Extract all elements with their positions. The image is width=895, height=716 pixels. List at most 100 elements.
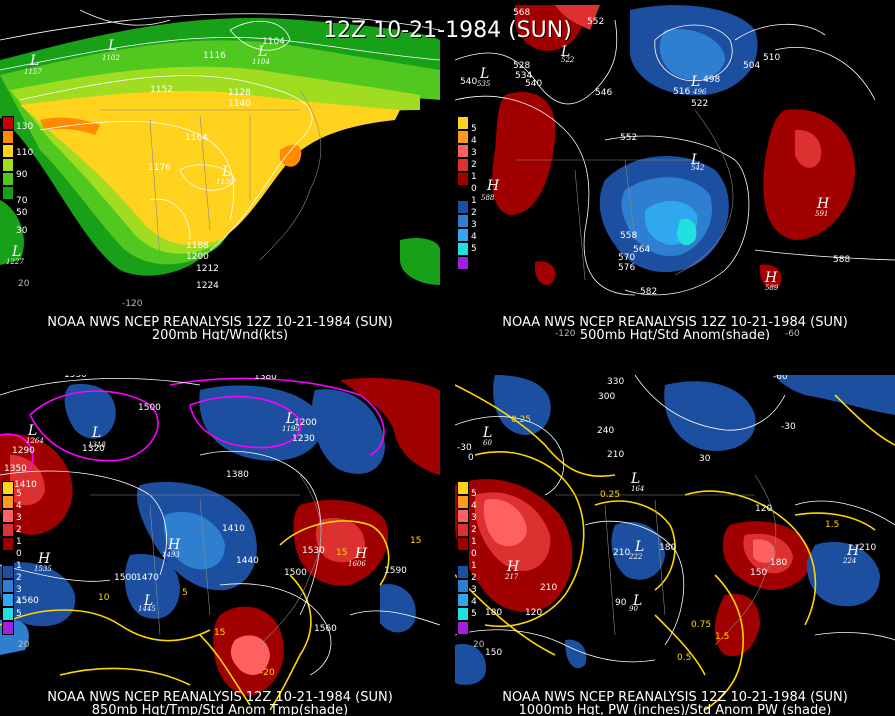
svg-text:1227: 1227: [6, 258, 24, 266]
height-contours-1000mb: [455, 375, 895, 663]
svg-text:20: 20: [18, 279, 30, 289]
svg-text:516: 516: [673, 87, 690, 97]
svg-text:1530: 1530: [302, 546, 325, 556]
contours-500mb: [455, 19, 895, 296]
svg-text:558: 558: [620, 231, 637, 241]
panel-200mb: 1116 1104 1152 1128 1140 1164 1176 1188 …: [0, 0, 440, 340]
svg-text:L: L: [143, 593, 153, 609]
svg-text:-60: -60: [773, 375, 788, 382]
svg-text:1560: 1560: [16, 596, 39, 606]
panel-caption-top: NOAA NWS NCEP REANALYSIS 12Z 10-21-1984 …: [502, 690, 848, 705]
isotherm-contours-850mb: [0, 520, 390, 711]
svg-text:1318: 1318: [88, 441, 106, 449]
legend-label: 0: [16, 549, 22, 559]
svg-text:591: 591: [815, 210, 828, 218]
svg-text:210: 210: [540, 583, 557, 593]
legend-label: 5: [16, 489, 22, 499]
legend-label: 3: [471, 585, 477, 595]
svg-text:L: L: [221, 164, 231, 180]
svg-text:1140: 1140: [228, 99, 251, 109]
map-200mb: 1116 1104 1152 1128 1140 1164 1176 1188 …: [0, 0, 440, 340]
legend-label: 3: [16, 513, 22, 523]
svg-text:1200: 1200: [186, 252, 209, 262]
svg-text:5: 5: [182, 588, 188, 598]
panel-caption-bottom: 200mb Hgt/Wnd(kts): [151, 328, 289, 341]
svg-text:222: 222: [628, 553, 643, 561]
svg-text:1590: 1590: [384, 566, 407, 576]
svg-text:-20: -20: [260, 668, 275, 678]
svg-text:180: 180: [770, 558, 787, 568]
svg-text:1500: 1500: [138, 403, 161, 413]
legend-label: 50: [16, 208, 28, 218]
svg-text:1212: 1212: [196, 264, 219, 274]
svg-text:1224: 1224: [196, 281, 219, 291]
svg-text:0: 0: [468, 453, 474, 463]
svg-text:1104: 1104: [252, 58, 270, 66]
svg-text:1493: 1493: [162, 551, 180, 559]
svg-text:180: 180: [659, 543, 676, 553]
svg-text:164: 164: [631, 485, 644, 493]
svg-text:H: H: [167, 537, 181, 553]
legend-label: 1: [16, 537, 22, 547]
svg-text:576: 576: [618, 263, 635, 273]
svg-text:1320: 1320: [82, 444, 105, 454]
borders-850mb: [90, 474, 322, 646]
svg-text:1350: 1350: [4, 464, 27, 474]
svg-text:15: 15: [214, 628, 225, 638]
legend-850mb: 5 4 3 2 1 0 1 2 3 4 5: [2, 481, 22, 635]
svg-text:90: 90: [615, 598, 627, 608]
legend-label: 110: [16, 148, 34, 158]
map-500mb: 568 552 528 534 540 546 504 510 516 522 …: [455, 0, 895, 340]
svg-text:1470: 1470: [136, 573, 159, 583]
svg-text:552: 552: [620, 133, 637, 143]
svg-text:1159: 1159: [216, 178, 234, 186]
svg-text:588: 588: [833, 255, 850, 265]
legend-label: 3: [471, 220, 477, 230]
svg-text:589: 589: [765, 284, 779, 292]
legend-label: 4: [471, 501, 477, 511]
legend-label: 1: [16, 561, 22, 571]
borders-1000mb: [555, 474, 777, 646]
svg-text:150: 150: [701, 375, 718, 378]
legend-200mb: 130 110 90 70 50 30: [2, 116, 33, 236]
svg-text:L: L: [634, 539, 644, 555]
svg-text:15: 15: [410, 536, 421, 546]
svg-text:588: 588: [481, 194, 495, 202]
svg-text:L: L: [632, 593, 642, 609]
svg-text:552: 552: [587, 17, 604, 27]
svg-text:522: 522: [561, 56, 575, 64]
legend-label: 0: [471, 549, 477, 559]
svg-text:542: 542: [691, 164, 705, 172]
panel-caption-bottom: 1000mb Hgt, PW (inches)/Std Anom PW (sha…: [518, 703, 832, 716]
svg-text:-30: -30: [457, 443, 472, 453]
svg-text:1410: 1410: [222, 524, 245, 534]
svg-text:1.5: 1.5: [715, 632, 729, 642]
panel-1000mb: 330 150 -60 -90 300 -30 0 240 210 30 0.2…: [455, 375, 895, 715]
legend-label: 3: [471, 513, 477, 523]
svg-text:90: 90: [629, 605, 638, 613]
svg-text:180: 180: [485, 608, 502, 618]
svg-text:0.5: 0.5: [677, 653, 691, 663]
svg-text:564: 564: [633, 245, 650, 255]
svg-text:L: L: [107, 38, 117, 54]
svg-text:L: L: [479, 66, 489, 82]
pw-contours-1000mb: [455, 384, 895, 711]
map-1000mb: 330 150 -60 -90 300 -30 0 240 210 30 0.2…: [455, 375, 895, 715]
svg-text:0.75: 0.75: [691, 620, 711, 630]
svg-text:L: L: [27, 423, 37, 439]
legend-label: 4: [471, 136, 477, 146]
panel-caption-bottom: 850mb Hgt/Tmp/Std Anom Tmp(shade): [91, 703, 349, 716]
svg-text:120: 120: [525, 608, 542, 618]
legend-label: 1: [471, 196, 477, 206]
legend-label: 2: [471, 160, 477, 170]
svg-text:522: 522: [691, 99, 708, 109]
svg-text:-60: -60: [785, 329, 800, 339]
svg-text:1445: 1445: [138, 605, 156, 613]
svg-text:1128: 1128: [228, 88, 251, 98]
main-title: 12Z 10-21-1984 (SUN): [323, 18, 572, 43]
svg-text:1264: 1264: [26, 437, 44, 445]
svg-text:1164: 1164: [185, 133, 208, 143]
legend-label: 1: [471, 537, 477, 547]
svg-text:1.5: 1.5: [825, 520, 839, 530]
svg-text:534: 534: [515, 71, 532, 81]
